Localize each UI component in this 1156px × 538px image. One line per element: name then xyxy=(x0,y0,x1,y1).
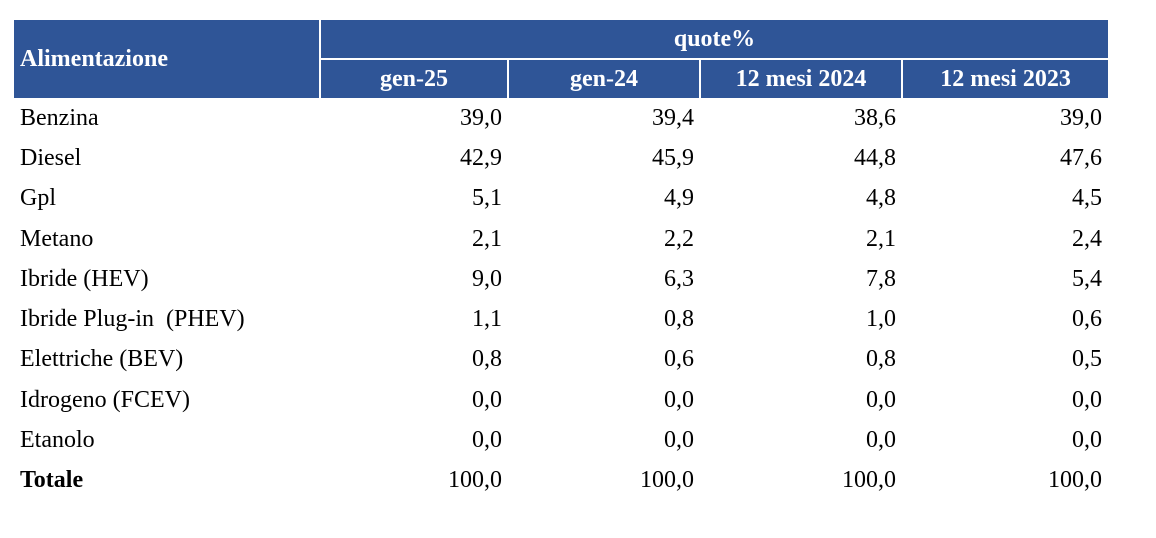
cell-value: 4,8 xyxy=(866,185,896,212)
cell-value: 2,1 xyxy=(472,225,502,252)
cell-value: 45,9 xyxy=(652,144,694,171)
cell-value: 0,0 xyxy=(664,386,694,413)
table-row: Gpl 5,1 4,9 4,8 4,5 xyxy=(14,179,1108,219)
cell-value: 4,5 xyxy=(1072,185,1103,212)
cell-value: 38,6 xyxy=(854,104,896,131)
cell-value: 7,8 xyxy=(866,265,896,292)
column-header: gen-25 xyxy=(319,59,508,98)
row-label: Ibride Plug-in (PHEV) xyxy=(20,306,245,333)
table-row: Idrogeno (FCEV) 0,0 0,0 0,0 0,0 xyxy=(14,380,1108,420)
cell-value: 0,0 xyxy=(1072,427,1103,454)
subheader-row: gen-25 gen-24 12 mesi 2024 12 mesi 2023 xyxy=(14,59,1109,98)
cell-value: 100,0 xyxy=(1048,467,1103,494)
cell-value: 5,4 xyxy=(1072,265,1103,292)
row-label: Idrogeno (FCEV) xyxy=(20,386,190,413)
row-label-header: Alimentazione xyxy=(14,20,321,98)
table-row: Metano 2,1 2,2 2,1 2,4 xyxy=(14,219,1108,259)
cell-value: 5,1 xyxy=(472,185,502,212)
table-row: Ibride (HEV) 9,0 6,3 7,8 5,4 xyxy=(14,259,1108,299)
cell-value: 0,8 xyxy=(472,346,502,373)
cell-value: 0,0 xyxy=(664,427,694,454)
cell-value: 1,0 xyxy=(866,306,896,333)
cell-value: 39,0 xyxy=(460,104,502,131)
cell-value: 100,0 xyxy=(448,467,502,494)
cell-value: 0,0 xyxy=(472,427,502,454)
row-label: Diesel xyxy=(20,144,82,171)
row-label: Benzina xyxy=(20,104,99,131)
group-header: quote% xyxy=(320,20,1109,60)
cell-value: 0,5 xyxy=(1072,346,1103,373)
table-body: Benzina 39,0 39,4 38,6 39,0 Diesel 42,9 45,9 44,… xyxy=(14,98,1108,501)
cell-value: 42,9 xyxy=(460,144,502,171)
row-label: Etanolo xyxy=(20,427,95,454)
header-row: Alimentazione quote% xyxy=(14,20,1109,98)
cell-value: 0,6 xyxy=(664,346,694,373)
cell-value: 9,0 xyxy=(472,265,502,292)
row-label: Elettriche (BEV) xyxy=(20,346,184,373)
table-row: Benzina 39,0 39,4 38,6 39,0 xyxy=(14,98,1108,138)
cell-value: 0,0 xyxy=(866,386,896,413)
table-row: Elettriche (BEV) 0,8 0,6 0,8 0,5 xyxy=(14,340,1108,380)
row-label: Gpl xyxy=(20,185,56,212)
data-table: Alimentazione quote% gen-25 gen-24 12 mesi… xyxy=(14,20,1109,501)
row-label: Metano xyxy=(20,225,94,252)
cell-value: 47,6 xyxy=(1060,144,1103,171)
table-row: Ibride Plug-in (PHEV) 1,1 0,8 1,0 0,6 xyxy=(14,299,1108,339)
cell-value: 0,0 xyxy=(1072,386,1103,413)
cell-value: 39,4 xyxy=(652,104,694,131)
cell-value: 0,0 xyxy=(866,427,896,454)
row-label: Totale xyxy=(20,467,84,494)
cell-value: 2,2 xyxy=(664,225,694,252)
cell-value: 4,9 xyxy=(664,185,694,212)
cell-value: 1,1 xyxy=(472,306,502,333)
table-row: Totale 100,0 100,0 100,0 100,0 xyxy=(14,461,1108,501)
row-label: Ibride (HEV) xyxy=(20,265,149,292)
cell-value: 0,0 xyxy=(472,386,502,413)
cell-value: 2,4 xyxy=(1072,225,1103,252)
column-header: gen-24 xyxy=(507,59,700,98)
table-row: Diesel 42,9 45,9 44,8 47,6 xyxy=(14,138,1108,178)
cell-value: 100,0 xyxy=(842,467,896,494)
cell-value: 100,0 xyxy=(640,467,694,494)
cell-value: 0,6 xyxy=(1072,306,1103,333)
column-header: 12 mesi 2023 xyxy=(900,59,1109,98)
table-row: Etanolo 0,0 0,0 0,0 0,0 xyxy=(14,420,1108,460)
cell-value: 6,3 xyxy=(664,265,694,292)
column-header: 12 mesi 2024 xyxy=(699,59,902,98)
cell-value: 0,8 xyxy=(664,306,694,333)
cell-value: 0,8 xyxy=(866,346,896,373)
cell-value: 39,0 xyxy=(1060,104,1103,131)
cell-value: 2,1 xyxy=(866,225,896,252)
cell-value: 44,8 xyxy=(854,144,896,171)
